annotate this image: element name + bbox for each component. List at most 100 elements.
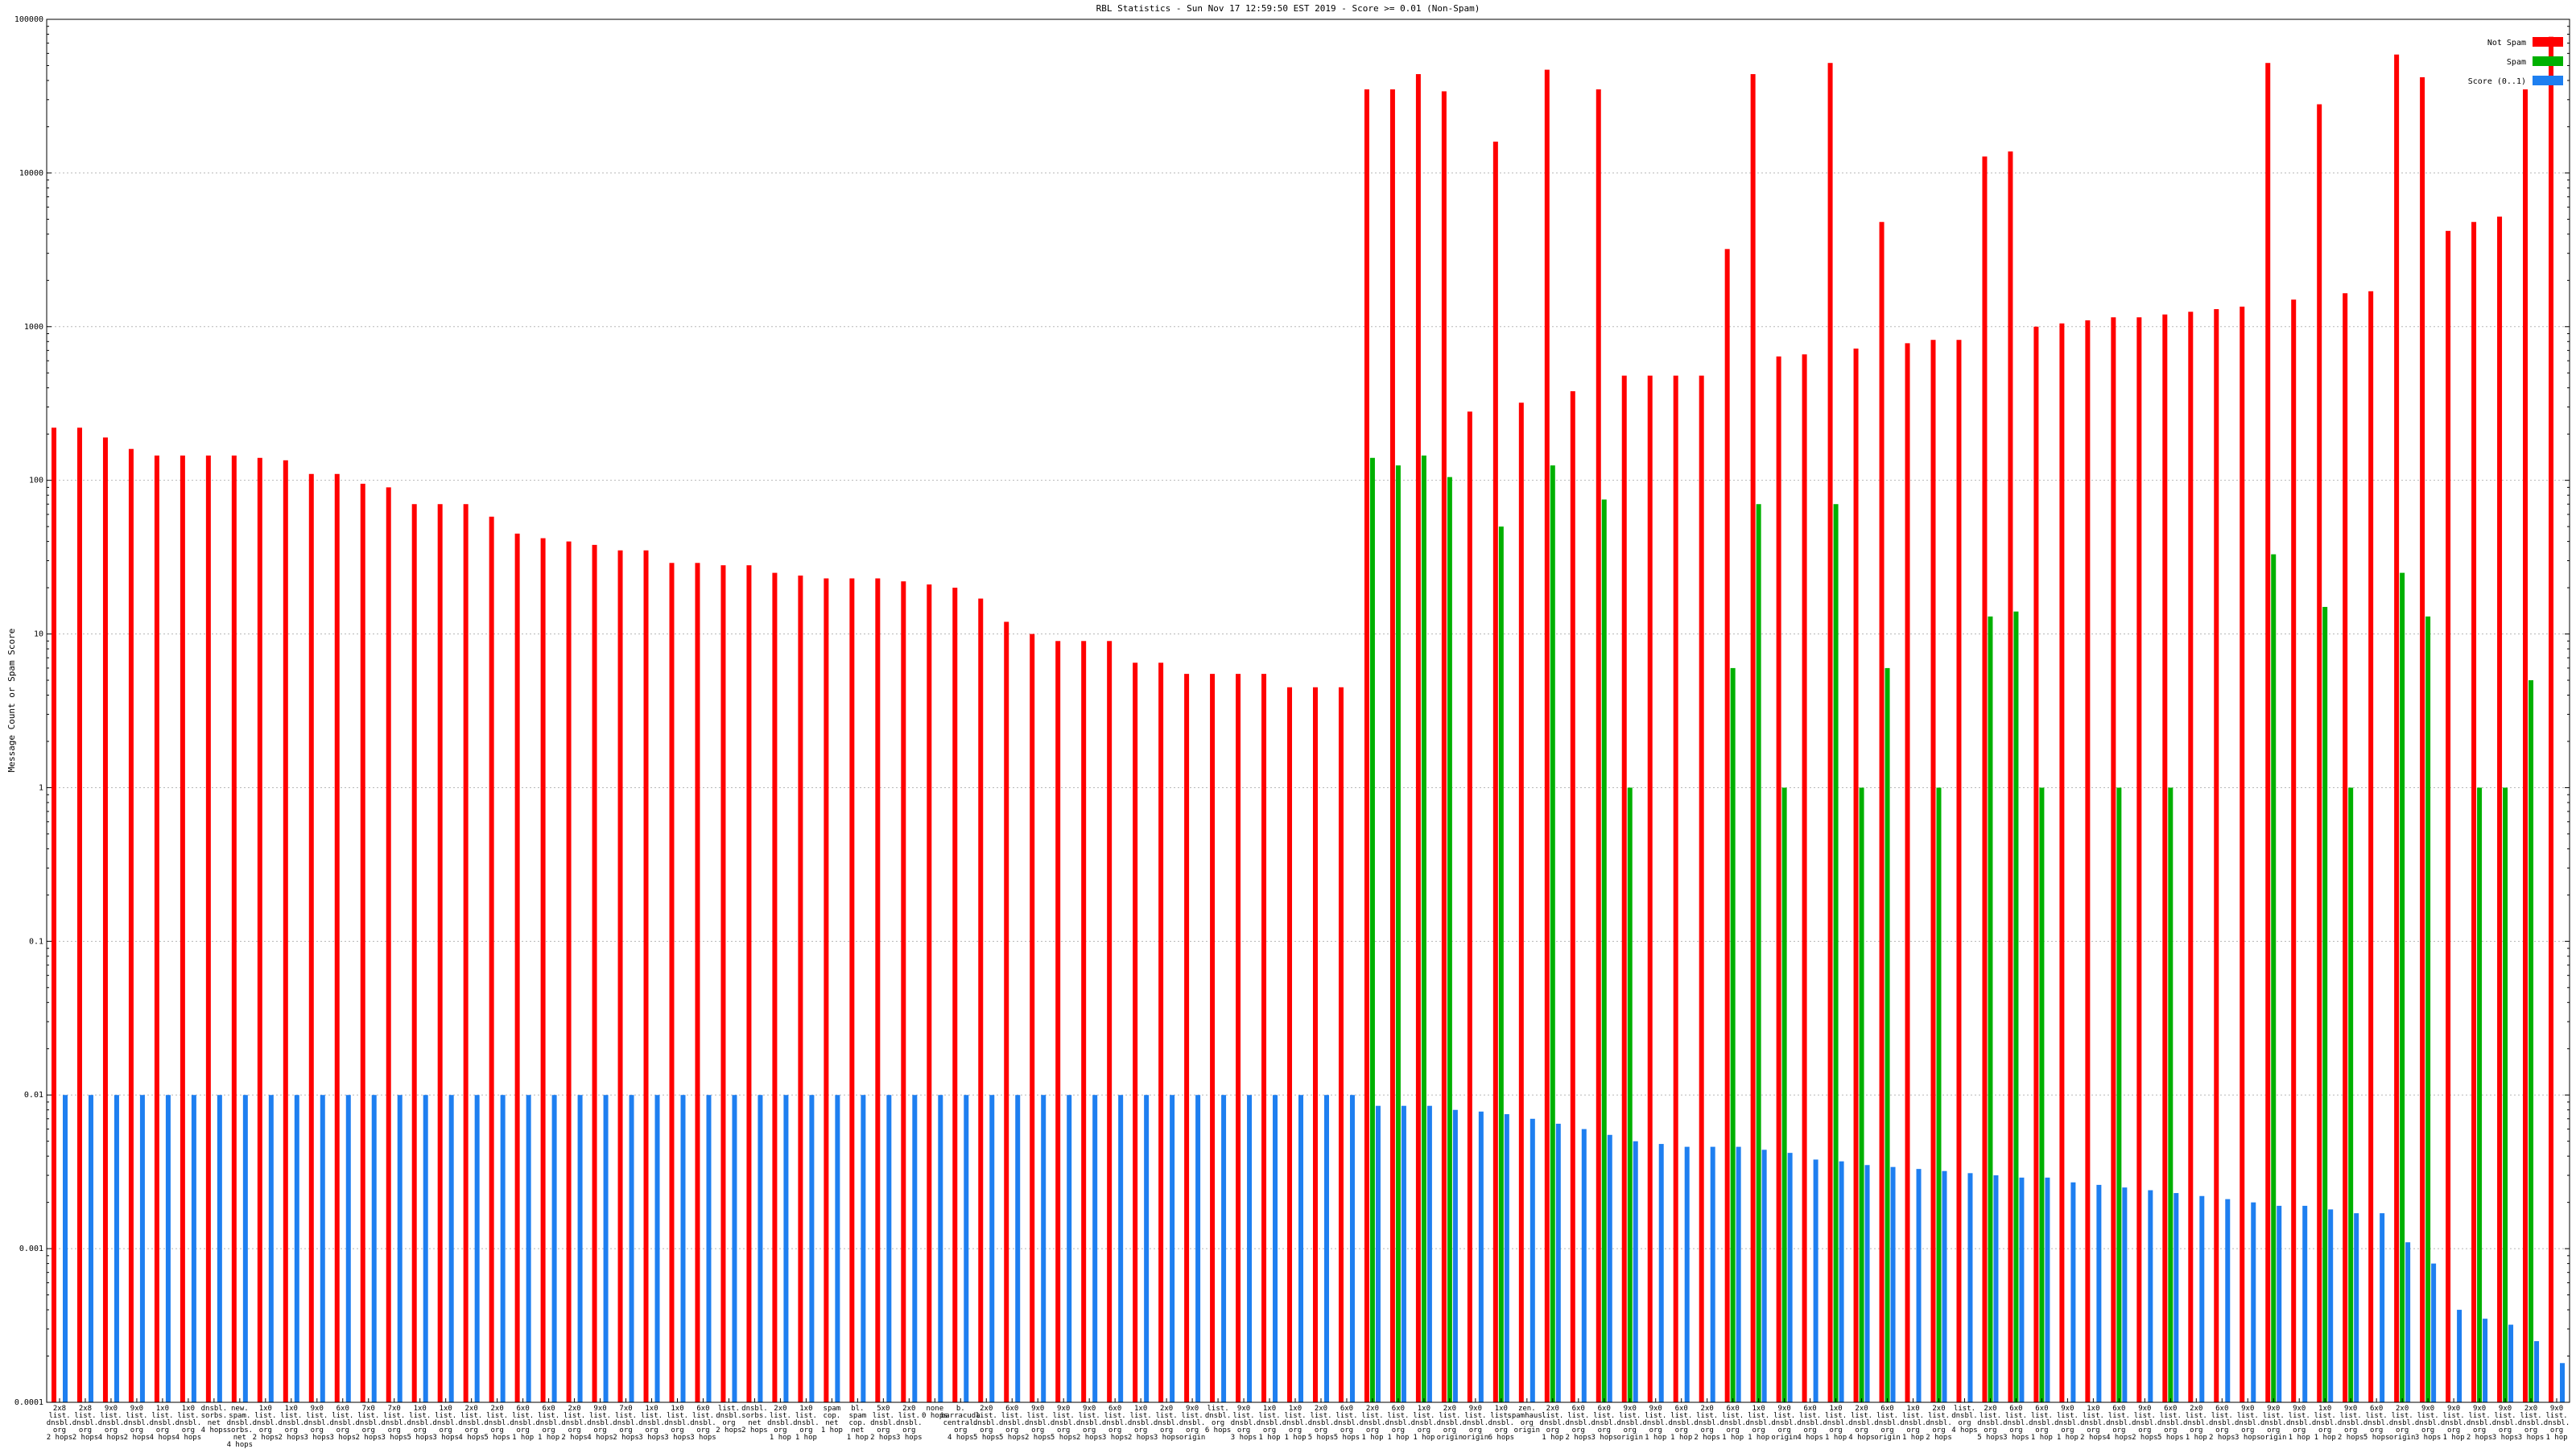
not-spam-bar — [1544, 69, 1550, 1402]
spam-bar — [2271, 554, 2277, 1402]
score-bar — [448, 1095, 454, 1402]
not-spam-bar — [952, 588, 958, 1402]
not-spam-bar — [1081, 641, 1087, 1402]
not-spam-bar — [76, 427, 82, 1402]
x-category-label: 2x0 list. dnsbl. org 2 hops — [561, 1405, 588, 1442]
score-bar — [2380, 1213, 2385, 1402]
x-category-label: 7x0 list. dnsbl. org 2 hops — [355, 1405, 382, 1442]
not-spam-bar — [772, 572, 778, 1402]
score-bar — [1298, 1095, 1304, 1402]
x-category-label: 2x8 list. dnsbl. org 2 hops — [47, 1405, 73, 1442]
score-bar — [1401, 1105, 1406, 1402]
spam-bar — [1885, 667, 1890, 1402]
x-category-label: 6x0 list. dnsbl. org 3 hops — [2003, 1405, 2029, 1442]
x-category-label: 9x0 list. dnsbl. org 2 hops — [1025, 1405, 1051, 1442]
score-bar — [1273, 1095, 1278, 1402]
x-category-label: new. spam. dnsbl. sorbs. net 4 hops — [227, 1405, 254, 1449]
score-bar — [1092, 1095, 1098, 1402]
not-spam-bar — [1776, 356, 1781, 1402]
x-category-label: 6x0 list. dnsbl. org 3 hops — [1102, 1405, 1129, 1442]
not-spam-bar — [411, 504, 417, 1402]
y-tick-label: 0.01 — [24, 1091, 43, 1100]
score-bar — [242, 1095, 248, 1402]
spam-bar — [2400, 572, 2405, 1402]
score-bar — [809, 1095, 815, 1402]
not-spam-bar — [205, 455, 211, 1402]
score-bar — [2019, 1177, 2025, 1402]
spam-bar — [2477, 787, 2483, 1402]
x-category-label: 1x0 list. dnsbl. org 1 hop — [2312, 1405, 2339, 1442]
not-spam-bar — [592, 544, 597, 1402]
not-spam-bar — [154, 455, 159, 1402]
score-bar — [2045, 1177, 2050, 1402]
x-category-label: 1x0 list. dnsbl. org 1 hop — [1257, 1405, 1283, 1442]
not-spam-bar — [1518, 402, 1524, 1402]
not-spam-bar — [798, 575, 803, 1402]
x-category-label: 1x0 list. dnsbl. org 1 hop — [1745, 1405, 1772, 1442]
y-tick-label: 100 — [29, 477, 43, 485]
score-bar — [2277, 1205, 2282, 1402]
y-tick-label: 0.1 — [29, 937, 43, 946]
x-category-label: 9x0 list. dnsbl. org 1 hop — [1642, 1405, 1669, 1442]
score-bar — [989, 1095, 995, 1402]
not-spam-bar — [1261, 674, 1267, 1402]
score-bar — [783, 1095, 789, 1402]
score-bar — [861, 1095, 866, 1402]
not-spam-bar — [1956, 340, 1962, 1403]
score-bar — [1890, 1166, 1896, 1402]
x-category-label: 6x0 list. dnsbl. org 1 hop — [1668, 1405, 1695, 1442]
x-category-label: 9x0 list. dnsbl. org 3 hops — [2235, 1405, 2261, 1442]
x-category-label: 6x0 list. dnsbl. org 1 hop — [535, 1405, 562, 1442]
not-spam-bar — [1930, 340, 1936, 1403]
x-category-label: 6x0 list. dnsbl. org 3 hops — [690, 1405, 716, 1442]
x-category-label: 9x0 list. dnsbl. org 3 hops — [304, 1405, 331, 1442]
not-spam-bar — [2497, 217, 2503, 1402]
spam-bar — [1498, 526, 1504, 1403]
x-category-label: 1x0 list. dnsbl. org 1 hop — [1282, 1405, 1309, 1442]
score-bar — [1170, 1095, 1175, 1402]
score-bar — [1607, 1134, 1612, 1402]
score-bar — [1247, 1095, 1253, 1402]
x-category-label: 2x0 list. dnsbl. org 4 hops — [1848, 1405, 1875, 1442]
score-bar — [1967, 1173, 1973, 1402]
x-category-label: 9x0 list. dnsbl. org 2 hops — [2132, 1405, 2158, 1442]
score-bar — [139, 1095, 145, 1402]
spam-bar — [2322, 606, 2328, 1402]
x-category-label: list. dnsbl. org 4 hops — [1951, 1405, 1978, 1435]
score-bar — [1993, 1175, 1999, 1402]
score-bar — [1118, 1095, 1124, 1402]
score-bar — [1504, 1114, 1509, 1402]
x-category-label: 1x0 list. dnsbl. org 4 hops — [150, 1405, 176, 1442]
spam-bar — [1421, 455, 1426, 1402]
score-bar — [1323, 1095, 1329, 1402]
x-category-label: 1x0 list. dnsbl. org 1 hop — [793, 1405, 819, 1442]
not-spam-bar — [1492, 141, 1498, 1402]
x-category-label: 6x0 list. dnsbl. org 5 hops — [2157, 1405, 2184, 1442]
x-category-label: bl. spam cop. net 1 hop — [847, 1405, 869, 1442]
score-bar — [1015, 1095, 1021, 1402]
legend-label: Spam — [2507, 58, 2526, 67]
not-spam-bar — [2343, 293, 2348, 1403]
spam-bar — [2116, 787, 2122, 1402]
not-spam-bar — [1724, 249, 1730, 1403]
x-category-label: 1x0 list. dnsbl. org 3 hops — [664, 1405, 691, 1442]
spam-bar — [2013, 611, 2019, 1402]
x-category-label: 9x0 list. dnsbl. org origin — [2260, 1405, 2287, 1442]
not-spam-bar — [720, 565, 726, 1403]
x-category-label: 6x0 list. dnsbl. org 2 hops — [1566, 1405, 1592, 1442]
not-spam-bar — [901, 581, 906, 1402]
x-category-label: none 0 hops — [922, 1405, 948, 1420]
not-spam-bar — [2420, 76, 2425, 1403]
x-category-label: 1x0 list. dnsbl. org 2 hops — [279, 1405, 305, 1442]
score-bar — [320, 1095, 325, 1402]
x-category-label: 2x0 list. dnsbl. org 5 hops — [1308, 1405, 1335, 1442]
x-category-label: 2x0 list. dnsbl. org 1 hop — [1540, 1405, 1567, 1442]
x-category-label: 2x0 list. dnsbl. org 2 hops — [1926, 1405, 1952, 1442]
not-spam-bar — [1210, 674, 1216, 1402]
score-bar — [603, 1095, 609, 1402]
x-category-label: 1x0 list. dnsbl. org 2 hops — [253, 1405, 279, 1442]
spam-bar — [1859, 787, 1864, 1402]
score-bar — [294, 1095, 299, 1402]
not-spam-bar — [1699, 375, 1704, 1403]
not-spam-bar — [1415, 74, 1421, 1403]
